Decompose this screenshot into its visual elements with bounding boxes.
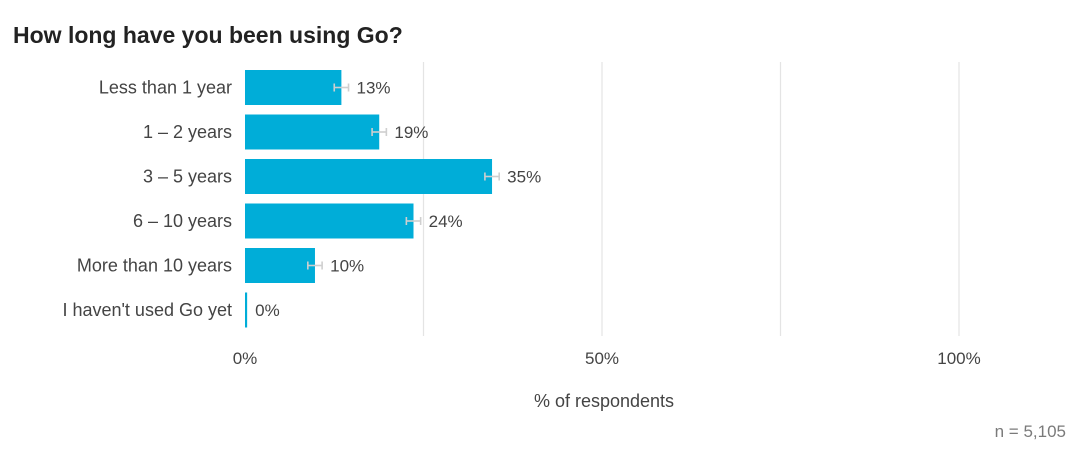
bar-3 bbox=[245, 203, 414, 239]
sample-size-note: n = 5,105 bbox=[994, 422, 1066, 441]
value-label-5: 0% bbox=[255, 301, 280, 320]
category-label-1: 1 – 2 years bbox=[143, 122, 232, 142]
chart-title: How long have you been using Go? bbox=[13, 22, 403, 48]
value-label-2: 35% bbox=[507, 168, 541, 187]
bars bbox=[245, 70, 493, 328]
bar-1 bbox=[245, 114, 380, 150]
category-label-2: 3 – 5 years bbox=[143, 167, 232, 187]
x-tick-label-2: 100% bbox=[937, 349, 980, 368]
x-axis-label: % of respondents bbox=[534, 391, 674, 411]
gridlines bbox=[422, 62, 960, 336]
x-axis: 0% 50% 100% % of respondents bbox=[233, 349, 981, 411]
category-label-5: I haven't used Go yet bbox=[62, 300, 232, 320]
category-label-3: 6 – 10 years bbox=[133, 211, 232, 231]
value-label-1: 19% bbox=[394, 123, 428, 142]
bar-2 bbox=[245, 159, 493, 194]
error-bars bbox=[307, 83, 500, 270]
bar-0 bbox=[245, 70, 342, 105]
x-tick-label-0: 0% bbox=[233, 349, 258, 368]
value-label-4: 10% bbox=[330, 257, 364, 276]
category-label-4: More than 10 years bbox=[77, 256, 232, 276]
category-label-0: Less than 1 year bbox=[99, 78, 232, 98]
category-labels: Less than 1 year 1 – 2 years 3 – 5 years 6 … bbox=[62, 78, 232, 321]
x-tick-label-1: 50% bbox=[585, 349, 619, 368]
bar-5 bbox=[245, 292, 248, 328]
bar-4 bbox=[245, 248, 315, 283]
value-labels: 13% 19% 35% 24% 10% 0% bbox=[255, 79, 541, 321]
value-label-3: 24% bbox=[429, 212, 463, 231]
value-label-0: 13% bbox=[357, 79, 391, 98]
